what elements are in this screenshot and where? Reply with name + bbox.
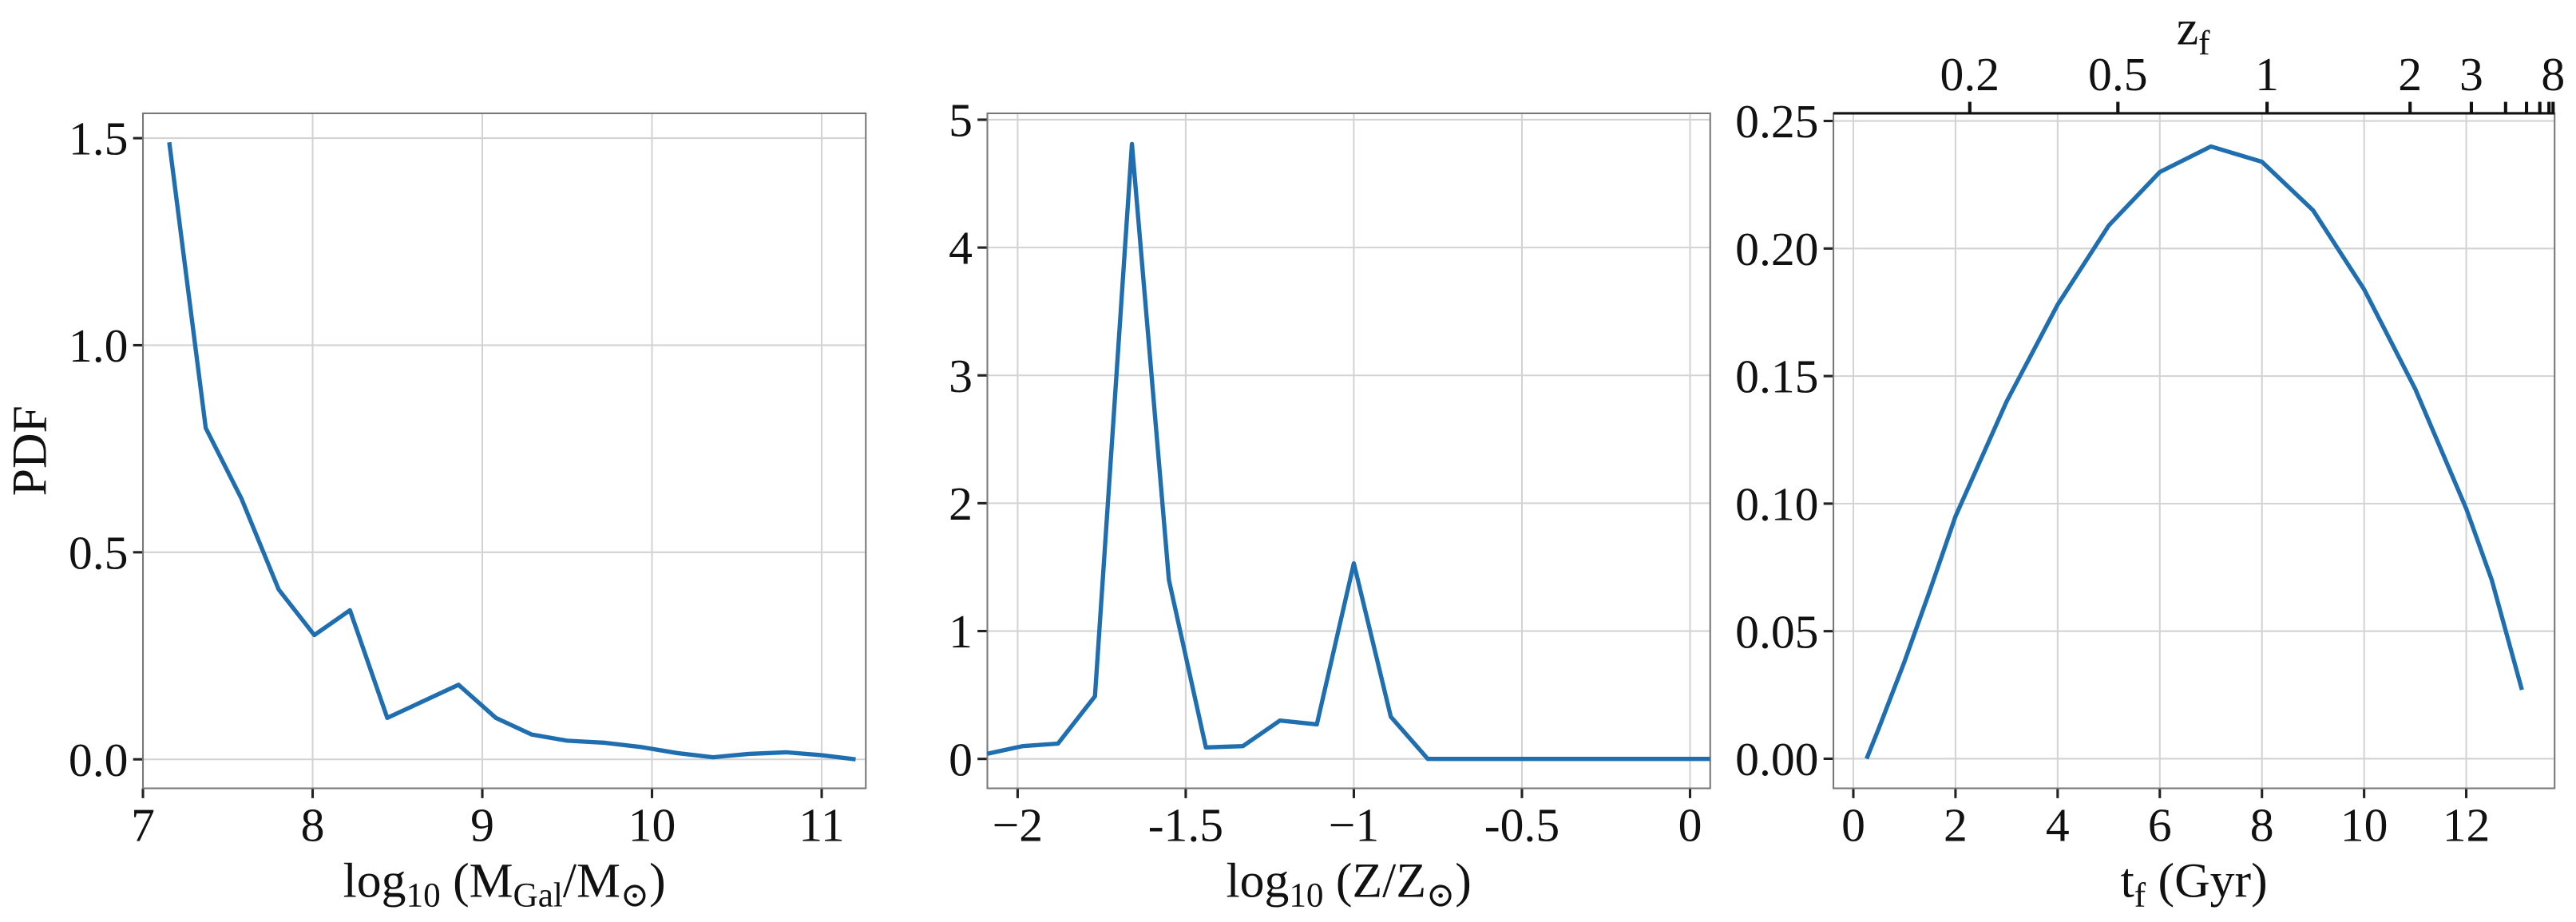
x-axis-label-part: (Z/Z bbox=[1324, 853, 1427, 908]
x-tick-label: 8 bbox=[301, 798, 325, 851]
x-axis-label-part: /M bbox=[563, 853, 620, 908]
x-axis-label-part: Gal bbox=[513, 877, 563, 915]
y-tick-label: 2 bbox=[949, 477, 973, 530]
x-tick-label: 4 bbox=[2046, 798, 2070, 851]
x-axis-label-part: ) bbox=[1455, 853, 1472, 908]
y-tick-label: 1 bbox=[949, 605, 973, 658]
x-tick-label: 6 bbox=[2148, 798, 2172, 851]
plot-area bbox=[143, 113, 866, 789]
y-tick-label: 0.5 bbox=[69, 526, 129, 579]
y-axis-label: PDF bbox=[3, 406, 57, 496]
x2-tick-label: 3 bbox=[2459, 48, 2483, 101]
y-tick-label: 4 bbox=[949, 222, 973, 275]
x-tick-label: 12 bbox=[2443, 798, 2491, 851]
x-axis-label-part: log bbox=[343, 853, 406, 908]
y-tick-label: 1.0 bbox=[69, 319, 129, 372]
x-tick-label: 0 bbox=[1678, 798, 1702, 851]
plot-frame bbox=[141, 112, 867, 789]
x-tick-label: 8 bbox=[2250, 798, 2274, 851]
x-axis-label-part: 10 bbox=[406, 877, 440, 915]
x-axis-label-part: ⊙ bbox=[620, 877, 649, 915]
x-tick-label: −2 bbox=[993, 798, 1043, 851]
y-tick-label: 0.15 bbox=[1735, 350, 1818, 403]
plot-area bbox=[987, 113, 1710, 789]
x2-tick-label: 0.5 bbox=[2088, 48, 2148, 101]
x-tick-label: 11 bbox=[799, 798, 844, 851]
x2-axis-label-part: f bbox=[2198, 25, 2210, 62]
x-tick-label: 9 bbox=[470, 798, 494, 851]
plot-frame bbox=[986, 112, 1711, 789]
x-tick-label: 7 bbox=[131, 798, 155, 851]
x-axis-label-part: t bbox=[2121, 853, 2134, 908]
x-tick-label: -1.5 bbox=[1148, 798, 1223, 851]
plot-area bbox=[1833, 113, 2555, 789]
x-axis-label-part: (M bbox=[441, 853, 513, 908]
x2-axis-label-part: z bbox=[2177, 2, 2198, 56]
y-tick-label: 0.10 bbox=[1735, 477, 1818, 530]
y-tick-label: 0 bbox=[949, 733, 973, 785]
x-axis-label-part: 10 bbox=[1289, 877, 1323, 915]
x-axis-label-part: ) bbox=[649, 853, 666, 908]
x-axis-label-part: f bbox=[2134, 877, 2146, 915]
y-tick-label: 0.25 bbox=[1735, 95, 1818, 148]
x2-tick-label: 1 bbox=[2255, 48, 2279, 101]
x2-axis-label: zf bbox=[2177, 2, 2210, 62]
x-tick-label: -0.5 bbox=[1484, 798, 1559, 851]
x-axis-label-part: (Gyr) bbox=[2146, 853, 2268, 908]
x2-tick-label: 2 bbox=[2398, 48, 2422, 101]
x-axis-label-part: log bbox=[1226, 853, 1289, 908]
data-line bbox=[986, 141, 1710, 762]
x-axis-label: tf (Gyr) bbox=[2121, 853, 2268, 914]
y-tick-label: 0.20 bbox=[1735, 223, 1818, 275]
data-line bbox=[167, 141, 856, 762]
y-tick-label: 0.05 bbox=[1735, 605, 1818, 658]
data-line bbox=[1865, 144, 2524, 760]
y-tick-label: 0.0 bbox=[69, 734, 129, 786]
y-tick-label: 1.5 bbox=[69, 113, 129, 165]
x-axis-label-part: ⊙ bbox=[1426, 877, 1455, 915]
y-tick-label: 0.00 bbox=[1735, 733, 1818, 785]
x-tick-label: 0 bbox=[1841, 798, 1865, 851]
x-axis-label: log10 (MGal/M⊙) bbox=[343, 853, 666, 914]
x-axis-label: log10 (Z/Z⊙) bbox=[1226, 853, 1471, 914]
y-tick-label: 3 bbox=[949, 350, 973, 402]
x-tick-label: 2 bbox=[1944, 798, 1968, 851]
x-tick-label: 10 bbox=[628, 798, 676, 851]
y-tick-label: 5 bbox=[949, 94, 973, 147]
x-tick-label: 10 bbox=[2340, 798, 2388, 851]
x-tick-label: −1 bbox=[1329, 798, 1379, 851]
x2-tick-label: 8 bbox=[2541, 48, 2565, 101]
x2-tick-label: 0.2 bbox=[1940, 48, 2000, 101]
